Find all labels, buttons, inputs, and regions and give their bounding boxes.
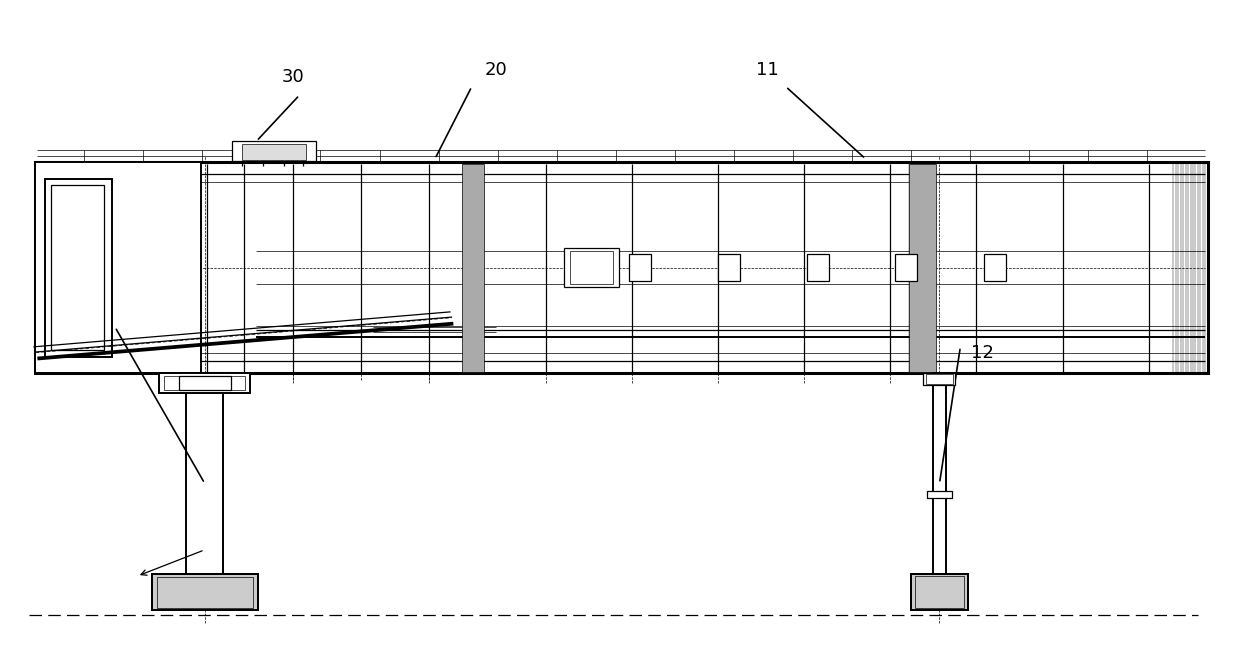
Bar: [232, 141, 316, 161]
Bar: [164, 376, 245, 390]
Bar: [157, 576, 253, 608]
Bar: [35, 162, 201, 373]
Bar: [45, 179, 113, 357]
Text: 30: 30: [282, 67, 305, 85]
Text: 12: 12: [73, 311, 95, 329]
Bar: [35, 162, 1208, 373]
Bar: [923, 373, 955, 385]
Bar: [911, 574, 968, 610]
Bar: [911, 574, 968, 610]
Bar: [570, 251, 613, 284]
Text: 12: 12: [971, 344, 994, 362]
Bar: [178, 376, 230, 390]
Bar: [717, 254, 740, 281]
Bar: [984, 254, 1006, 281]
Bar: [926, 374, 953, 384]
Bar: [242, 144, 306, 159]
Bar: [914, 576, 964, 608]
Bar: [807, 254, 829, 281]
Bar: [933, 373, 945, 574]
Bar: [160, 373, 250, 393]
Bar: [908, 163, 935, 372]
Bar: [152, 574, 258, 610]
Bar: [186, 373, 223, 574]
Bar: [564, 248, 620, 287]
Bar: [927, 491, 952, 498]
Text: 11: 11: [756, 61, 778, 79]
Bar: [895, 254, 917, 281]
Bar: [152, 574, 258, 610]
Bar: [462, 163, 484, 372]
Bar: [629, 254, 652, 281]
Text: 20: 20: [484, 61, 508, 79]
Bar: [51, 185, 104, 350]
